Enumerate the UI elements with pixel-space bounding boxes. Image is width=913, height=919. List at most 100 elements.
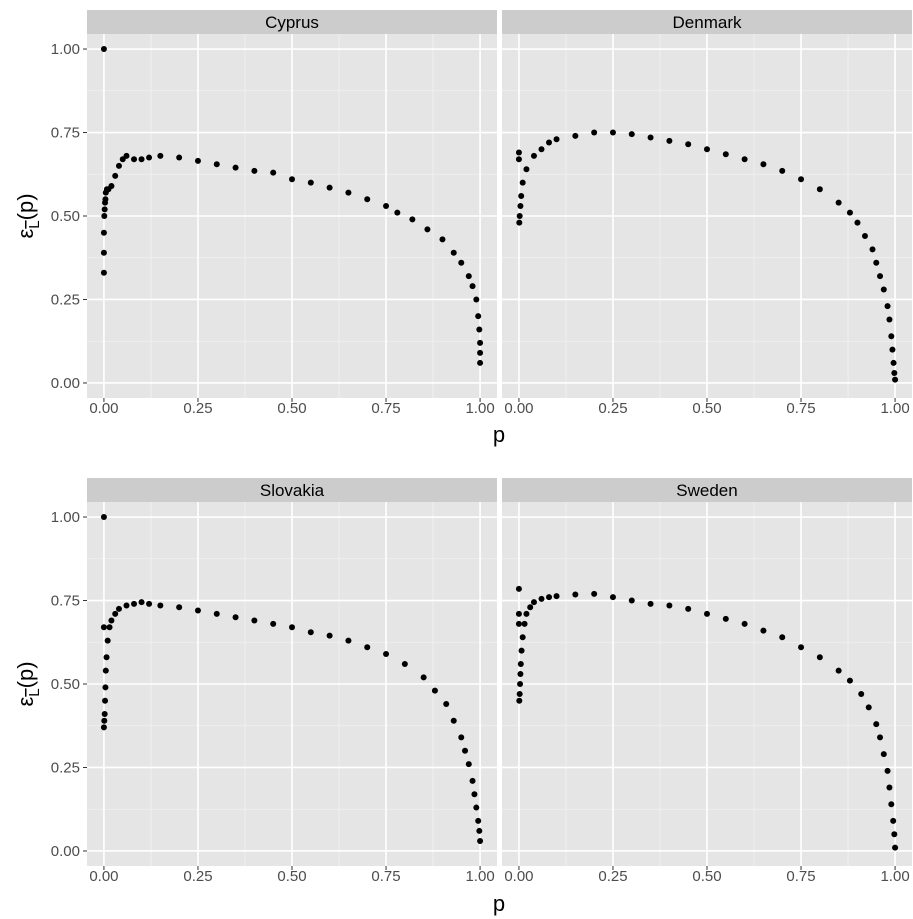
- data-point: [157, 152, 164, 159]
- data-point: [289, 624, 295, 631]
- data-point: [515, 585, 522, 592]
- data-point: [251, 617, 258, 624]
- y-axis-title: εL(p): [13, 661, 43, 706]
- x-tick-label: 1.00: [880, 400, 909, 417]
- data-point: [798, 176, 805, 183]
- data-point: [890, 359, 897, 366]
- data-point: [100, 249, 107, 256]
- data-point: [877, 734, 884, 741]
- data-point: [760, 161, 767, 168]
- data-point: [647, 600, 654, 607]
- x-tick-label: 0.50: [277, 400, 306, 417]
- data-point: [873, 721, 880, 728]
- data-point: [102, 697, 109, 704]
- data-point: [458, 259, 465, 266]
- data-point: [647, 134, 654, 141]
- data-point: [666, 602, 673, 609]
- data-point: [609, 594, 616, 601]
- data-point: [251, 167, 258, 174]
- facet-strip: [502, 478, 912, 502]
- data-point: [888, 801, 895, 808]
- data-point: [157, 602, 164, 609]
- data-point: [519, 634, 526, 641]
- data-point: [517, 660, 524, 667]
- data-point: [326, 632, 333, 639]
- data-point: [846, 209, 853, 216]
- facet-panel-denmark: Denmark 0.00 0.25 0.50 0.75 1.00: [502, 10, 912, 417]
- y-tick-label: 0.75: [51, 593, 80, 610]
- data-point: [345, 189, 352, 196]
- data-point: [527, 604, 534, 611]
- data-point: [591, 590, 598, 597]
- data-point: [515, 149, 522, 156]
- facet-title: Slovakia: [260, 481, 325, 500]
- data-point: [100, 724, 107, 731]
- facet-panel-sweden: Sweden 0.00 0.25 0.50 0.75 1.00: [502, 478, 912, 885]
- data-point: [518, 647, 525, 654]
- x-tick-label: 0.00: [89, 868, 118, 885]
- data-point: [123, 602, 130, 609]
- y-tick-label: 0.00: [51, 375, 80, 392]
- y-axis-title-subscript: L: [26, 220, 43, 228]
- data-point: [722, 151, 729, 158]
- data-point: [880, 751, 887, 758]
- y-tick-label: 0.75: [51, 125, 80, 142]
- data-point: [741, 156, 748, 163]
- data-point: [194, 607, 201, 614]
- data-point: [100, 229, 107, 236]
- data-point: [891, 369, 898, 376]
- data-point: [394, 209, 401, 216]
- y-axis-title-subscript: L: [26, 688, 43, 696]
- data-point: [146, 154, 153, 161]
- data-point: [591, 129, 598, 136]
- data-point: [666, 137, 673, 144]
- y-axis-title-suffix: (p): [13, 193, 38, 220]
- data-point: [383, 202, 390, 209]
- y-axis-title: εL(p): [13, 193, 43, 238]
- data-point: [100, 269, 107, 276]
- data-point: [816, 654, 823, 661]
- data-point: [103, 654, 110, 661]
- data-point: [424, 226, 431, 233]
- data-point: [517, 670, 524, 677]
- data-point: [530, 599, 537, 606]
- data-point: [880, 286, 887, 293]
- y-axis-title-main: ε: [13, 697, 38, 707]
- data-point: [572, 132, 579, 139]
- x-tick-label: 0.75: [786, 400, 815, 417]
- data-point: [420, 674, 427, 681]
- data-point: [101, 711, 108, 718]
- data-point: [123, 152, 130, 159]
- facet-strip: [87, 478, 497, 502]
- data-point: [516, 691, 523, 698]
- data-point: [546, 594, 553, 601]
- y-tick-label: 0.50: [51, 208, 80, 225]
- data-point: [515, 620, 522, 627]
- data-point: [364, 196, 371, 203]
- data-point: [798, 644, 805, 651]
- data-point: [106, 624, 113, 631]
- data-point: [469, 777, 476, 784]
- x-axis-title: p: [493, 422, 505, 447]
- data-point: [861, 233, 868, 240]
- data-point: [476, 326, 483, 333]
- data-point: [890, 817, 897, 824]
- data-point: [628, 597, 635, 604]
- data-point: [270, 169, 277, 176]
- data-point: [516, 219, 523, 226]
- data-point: [100, 624, 107, 631]
- data-point: [131, 600, 138, 607]
- x-tick-label: 0.00: [504, 400, 533, 417]
- data-point: [519, 179, 526, 186]
- data-point: [869, 246, 876, 253]
- data-point: [194, 157, 201, 164]
- data-point: [760, 627, 767, 634]
- data-point: [884, 303, 891, 310]
- data-point: [628, 131, 635, 138]
- data-point: [473, 296, 480, 303]
- data-point: [722, 615, 729, 622]
- x-tick-label: 0.00: [504, 868, 533, 885]
- data-point: [364, 644, 371, 651]
- data-point: [477, 359, 484, 366]
- data-point: [289, 176, 295, 183]
